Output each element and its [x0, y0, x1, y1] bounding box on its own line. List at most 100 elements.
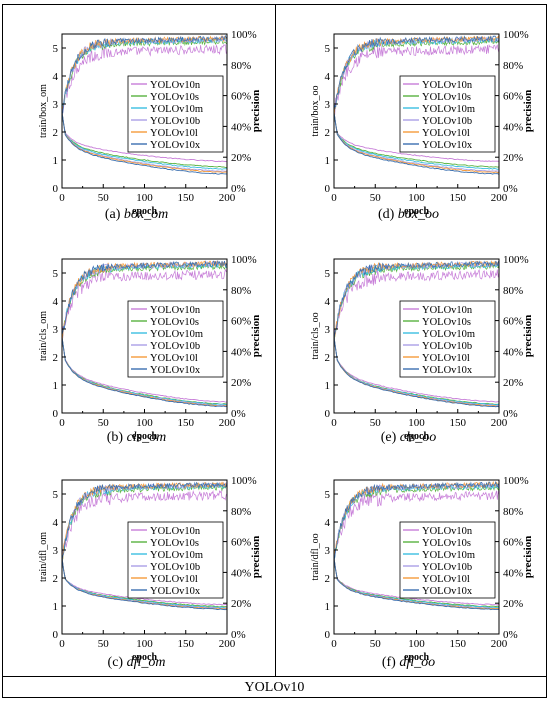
y-right-tick-label: 0% [503, 629, 518, 641]
x-tick-label: 0 [59, 192, 65, 204]
y-right-tick-label: 20% [231, 598, 251, 610]
x-tick-label: 50 [98, 417, 110, 429]
precision-line-YOLOv10l [62, 34, 227, 111]
x-tick-label: 200 [219, 192, 236, 204]
y-right-tick-label: 0% [231, 183, 246, 195]
x-axis-label: epoch [132, 652, 157, 663]
precision-line-YOLOv10x [62, 481, 227, 562]
y-right-tick-label: 100% [231, 29, 257, 41]
y-right-tick-label: 100% [503, 29, 529, 41]
loss-line-YOLOv10x [62, 558, 227, 611]
legend-label: YOLOv10b [150, 341, 200, 352]
x-tick-label: 100 [408, 192, 425, 204]
x-tick-label: 100 [136, 638, 153, 650]
legend-label: YOLOv10x [422, 140, 473, 151]
loss-line-YOLOv10n [334, 558, 499, 606]
x-axis-label: epoch [132, 431, 157, 442]
y-left-tick-label: 4 [325, 71, 331, 83]
y-right-axis-label: precision [522, 90, 534, 133]
y-left-axis-label: train/cls_oo [310, 312, 321, 359]
x-tick-label: 50 [98, 192, 110, 204]
legend-box [127, 521, 224, 599]
y-left-tick-label: 3 [325, 99, 331, 111]
figure-frame [2, 4, 547, 698]
y-right-tick-label: 20% [231, 152, 251, 164]
curves [62, 34, 227, 175]
y-left-tick-label: 5 [53, 489, 59, 501]
loss-line-YOLOv10s [62, 112, 227, 168]
loss-line-YOLOv10s [334, 112, 499, 168]
y-right-tick-label: 40% [231, 567, 251, 579]
figure-footer: YOLOv10 [244, 680, 305, 695]
y-left-tick-label: 0 [325, 629, 331, 641]
y-left-tick-label: 1 [53, 380, 59, 392]
y-left-tick-label: 3 [325, 545, 331, 557]
loss-line-YOLOv10x [334, 337, 499, 408]
legend-label: YOLOv10m [150, 329, 203, 340]
legend-box [399, 300, 496, 378]
y-right-tick-label: 60% [503, 316, 523, 328]
x-tick-label: 200 [219, 638, 236, 650]
y-right-axis-label: precision [522, 536, 534, 579]
y-left-axis-label: train/dfl_om [38, 532, 49, 582]
legend-label: YOLOv10b [150, 562, 200, 573]
y-right-tick-label: 100% [503, 475, 529, 487]
y-left-axis-label: train/box_om [38, 84, 49, 138]
y-right-tick-label: 60% [231, 91, 251, 103]
legend-label: YOLOv10b [422, 562, 472, 573]
y-right-tick-label: 80% [231, 285, 251, 297]
y-right-tick-label: 100% [231, 475, 257, 487]
y-right-tick-label: 60% [503, 537, 523, 549]
y-left-tick-label: 4 [53, 517, 59, 529]
y-right-tick-label: 0% [231, 629, 246, 641]
y-left-tick-label: 4 [325, 517, 331, 529]
y-left-tick-label: 3 [53, 324, 59, 336]
precision-line-YOLOv10x [334, 260, 499, 343]
y-left-tick-label: 1 [53, 601, 59, 613]
y-left-tick-label: 2 [53, 127, 59, 139]
legend-label: YOLOv10n [150, 80, 201, 91]
y-left-tick-label: 0 [53, 183, 59, 195]
x-tick-label: 50 [370, 638, 382, 650]
chart-panel-b: 0 50 100 150 200 0 1 2 3 4 5 0% 20% 40% 60% 80% 100% epoc… [38, 254, 262, 442]
legend-label: YOLOv10n [422, 526, 473, 537]
x-tick-label: 150 [178, 417, 195, 429]
loss-line-YOLOv10n [334, 112, 499, 162]
precision-line-YOLOv10l [334, 34, 499, 118]
loss-line-YOLOv10m [62, 337, 227, 406]
y-left-tick-label: 2 [325, 352, 331, 364]
chart-panel-e: 0 50 100 150 200 0 1 2 3 4 5 0% 20% 40% 60% 80% 100% epoc… [310, 254, 534, 442]
footer-divider [2, 676, 547, 677]
y-left-axis-label: train/cls_om [38, 311, 49, 361]
precision-line-YOLOv10n [62, 43, 227, 122]
legend-label: YOLOv10l [150, 574, 198, 585]
legend-box [399, 75, 496, 153]
legend-label: YOLOv10x [150, 365, 201, 376]
precision-line-YOLOv10x [62, 259, 227, 335]
loss-line-YOLOv10n [62, 112, 227, 163]
x-tick-label: 100 [136, 417, 153, 429]
legend-label: YOLOv10x [150, 586, 201, 597]
x-tick-label: 150 [450, 417, 467, 429]
legend-label: YOLOv10s [150, 317, 199, 328]
curves [334, 480, 499, 611]
legend: YOLOv10nYOLOv10sYOLOv10mYOLOv10bYOLOv10l… [399, 75, 496, 153]
loss-line-YOLOv10l [334, 112, 499, 173]
y-right-tick-label: 20% [503, 377, 523, 389]
caption-b: (b) cls_om [106, 430, 167, 445]
x-tick-label: 0 [59, 638, 65, 650]
y-right-axis-label: precision [522, 315, 534, 358]
legend-label: YOLOv10x [422, 365, 473, 376]
legend-label: YOLOv10n [422, 305, 473, 316]
y-left-tick-label: 0 [53, 408, 59, 420]
y-left-tick-label: 4 [53, 296, 59, 308]
x-tick-label: 50 [98, 638, 110, 650]
legend-label: YOLOv10m [422, 329, 475, 340]
y-right-tick-label: 100% [503, 254, 529, 266]
loss-line-YOLOv10b [334, 112, 499, 172]
y-left-tick-label: 3 [53, 545, 59, 557]
curves [62, 481, 227, 611]
y-right-tick-label: 80% [503, 60, 523, 72]
x-tick-label: 50 [370, 417, 382, 429]
precision-line-YOLOv10n [334, 490, 499, 557]
